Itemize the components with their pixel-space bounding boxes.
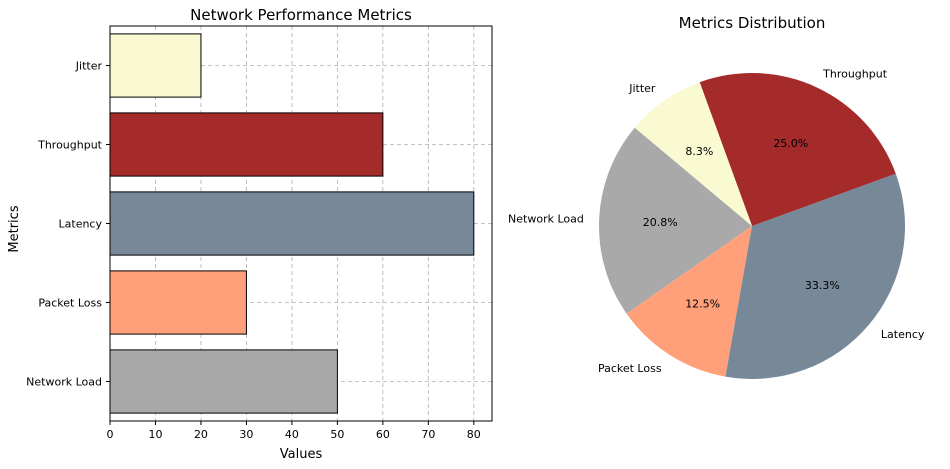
bar-y-tick-label: Network Load: [26, 376, 102, 389]
pie-label-packet-loss: Packet Loss: [598, 362, 662, 375]
bar-y-axis: Network Load Packet Loss Latency Throughput…: [26, 60, 110, 389]
pie-chart: Metrics Distribution Network Load 20.8% Pa…: [508, 14, 925, 380]
bar-x-tick-label: 30: [239, 428, 253, 441]
pie-chart-title: Metrics Distribution: [679, 14, 826, 32]
pie-label-latency: Latency: [881, 328, 925, 341]
bar-y-tick-label: Jitter: [75, 60, 103, 73]
bar-jitter: [109, 33, 202, 98]
pie-slice-network-load: [598, 127, 752, 314]
bar-x-tick-label: 70: [421, 428, 435, 441]
pie-percent-jitter: 8.3%: [685, 145, 713, 158]
bar-y-axis-label: Metrics: [7, 205, 22, 252]
pie-labels: Network Load 20.8% Packet Loss 12.5% Latency…: [508, 67, 925, 374]
pie-percent-network-load: 20.8%: [643, 216, 678, 229]
bar-x-axis-label: Values: [280, 447, 323, 462]
bar-latency: [109, 191, 475, 256]
bar-series: [109, 33, 475, 414]
pie-slices: [598, 73, 905, 380]
bar-network-load: [109, 349, 338, 414]
pie-slice-jitter: [634, 82, 752, 226]
bar-y-tick-label: Packet Loss: [38, 297, 102, 310]
bar-chart: Network Performance Metrics 0 10 20 30 40 50 6…: [7, 6, 493, 462]
pie-label-network-load: Network Load: [508, 213, 584, 226]
bar-x-tick-label: 40: [285, 428, 299, 441]
bar-x-tick-label: 10: [148, 428, 162, 441]
pie-slice-latency: [725, 173, 905, 380]
bar-x-tick-label: 60: [376, 428, 390, 441]
bar-packet-loss: [109, 270, 247, 335]
bar-chart-title: Network Performance Metrics: [190, 6, 412, 24]
pie-slice-throughput: [699, 73, 896, 227]
bar-x-tick-label: 80: [467, 428, 481, 441]
bar-x-tick-label: 20: [194, 428, 208, 441]
pie-percent-latency: 33.3%: [805, 279, 840, 292]
pie-percent-throughput: 25.0%: [773, 137, 808, 150]
pie-label-throughput: Throughput: [822, 67, 888, 80]
bar-x-tick-label: 50: [330, 428, 344, 441]
pie-slice-packet-loss: [626, 226, 752, 377]
bar-x-tick-label: 0: [107, 428, 114, 441]
pie-percent-packet-loss: 12.5%: [685, 297, 720, 310]
bar-throughput: [109, 112, 384, 177]
pie-label-jitter: Jitter: [628, 82, 656, 95]
bar-x-axis: 0 10 20 30 40 50 60 70 80: [107, 421, 481, 441]
bar-y-tick-label: Throughput: [37, 139, 103, 152]
bar-y-tick-label: Latency: [59, 218, 103, 231]
